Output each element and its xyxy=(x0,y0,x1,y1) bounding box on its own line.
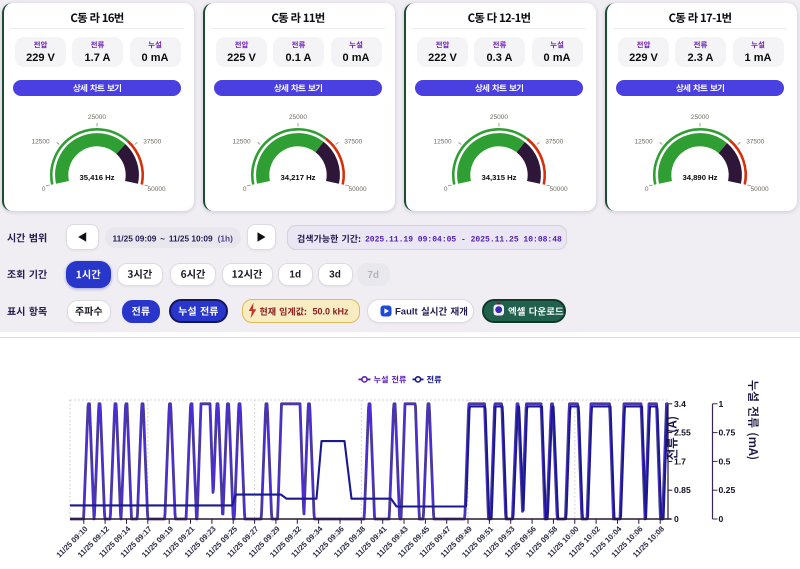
svg-text:0.5: 0.5 xyxy=(719,456,731,466)
svg-text:50000: 50000 xyxy=(751,186,769,193)
svg-text:2.3 A: 2.3 A xyxy=(688,52,714,64)
svg-text:37500: 37500 xyxy=(545,139,563,146)
svg-text:225 V: 225 V xyxy=(227,52,256,64)
svg-text:0: 0 xyxy=(444,186,448,193)
svg-text:0 mA: 0 mA xyxy=(142,52,169,64)
svg-text:12500: 12500 xyxy=(434,138,452,145)
svg-text:50000: 50000 xyxy=(349,186,367,193)
svg-text:50000: 50000 xyxy=(550,186,568,193)
svg-text:0 mA: 0 mA xyxy=(544,52,571,64)
svg-text:25000: 25000 xyxy=(88,114,106,121)
svg-text:1d: 1d xyxy=(289,270,301,281)
svg-text:0.85: 0.85 xyxy=(674,485,691,495)
svg-text:2025.11.19 09:04:05 - 2025.11.: 2025.11.19 09:04:05 - 2025.11.25 10:08:4… xyxy=(365,236,562,245)
svg-text:35,416 Hz: 35,416 Hz xyxy=(79,173,114,182)
svg-text:34,315 Hz: 34,315 Hz xyxy=(481,173,516,182)
svg-text:229 V: 229 V xyxy=(26,52,55,64)
svg-text:25000: 25000 xyxy=(691,114,709,121)
svg-text:50.0 kHz: 50.0 kHz xyxy=(313,307,350,317)
svg-text:1: 1 xyxy=(719,399,724,409)
svg-text:1.7: 1.7 xyxy=(674,456,686,466)
svg-text:12500: 12500 xyxy=(233,138,251,145)
svg-text:0.1 A: 0.1 A xyxy=(286,52,312,64)
svg-text:229 V: 229 V xyxy=(629,52,658,64)
svg-text:0.75: 0.75 xyxy=(719,428,736,438)
svg-text:12500: 12500 xyxy=(635,138,653,145)
svg-text:25000: 25000 xyxy=(289,114,307,121)
svg-text:1.7 A: 1.7 A xyxy=(85,52,111,64)
svg-text:222 V: 222 V xyxy=(428,52,457,64)
svg-text:37500: 37500 xyxy=(746,139,764,146)
svg-text:7d: 7d xyxy=(367,270,379,281)
svg-text:25000: 25000 xyxy=(490,114,508,121)
svg-text:0: 0 xyxy=(719,514,724,524)
svg-text:2.55: 2.55 xyxy=(674,428,691,438)
svg-text:1 mA: 1 mA xyxy=(745,52,772,64)
svg-text:34,890 Hz: 34,890 Hz xyxy=(682,173,717,182)
svg-text:0: 0 xyxy=(645,186,649,193)
svg-text:34,217 Hz: 34,217 Hz xyxy=(280,173,315,182)
svg-text:3d: 3d xyxy=(329,270,341,281)
svg-text:11/25 09:09 ~ 11/25 10:09(1h): 11/25 09:09 ~ 11/25 10:09 (1h) xyxy=(113,233,234,243)
svg-text:0: 0 xyxy=(42,186,46,193)
svg-text:0: 0 xyxy=(243,186,247,193)
svg-text:12500: 12500 xyxy=(32,138,50,145)
svg-text:3.4: 3.4 xyxy=(674,399,686,409)
svg-text:0.3 A: 0.3 A xyxy=(487,52,513,64)
svg-text:0 mA: 0 mA xyxy=(343,52,370,64)
svg-text:37500: 37500 xyxy=(344,139,362,146)
svg-text:0.25: 0.25 xyxy=(719,485,736,495)
svg-text:37500: 37500 xyxy=(143,139,161,146)
svg-text:50000: 50000 xyxy=(148,186,166,193)
svg-text:Fault: Fault xyxy=(395,307,419,318)
svg-text:0: 0 xyxy=(674,514,679,524)
